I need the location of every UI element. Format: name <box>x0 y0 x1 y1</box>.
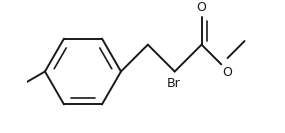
Text: O: O <box>197 1 207 14</box>
Text: O: O <box>223 66 232 79</box>
Text: Br: Br <box>166 77 180 90</box>
